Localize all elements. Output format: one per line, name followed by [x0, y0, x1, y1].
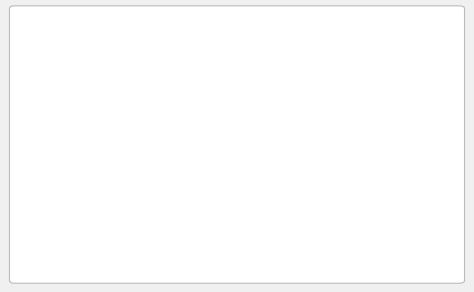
Text: X: X: [132, 45, 141, 58]
Text: E: E: [55, 223, 63, 237]
Text: (C) X: (C) X: [182, 45, 218, 58]
Text: (A) XY: (A) XY: [26, 45, 71, 58]
Text: B: B: [55, 260, 64, 274]
Text: (E) (XY)Z: (E) (XY)Z: [346, 45, 410, 58]
Text: B) Y: B) Y: [102, 45, 131, 58]
Text: 2: 2: [127, 65, 134, 74]
Text: A: A: [55, 148, 64, 162]
Text: 2: 2: [392, 65, 398, 74]
Text: The highest molar conductivity (for 1M solution of each one):: The highest molar conductivity (for 1M s…: [26, 19, 410, 32]
Text: D: D: [55, 185, 65, 199]
Text: Y: Y: [210, 45, 219, 58]
Text: (D) X(YZ): (D) X(YZ): [258, 45, 324, 58]
Text: C: C: [55, 111, 64, 125]
Text: 3: 3: [205, 65, 212, 74]
